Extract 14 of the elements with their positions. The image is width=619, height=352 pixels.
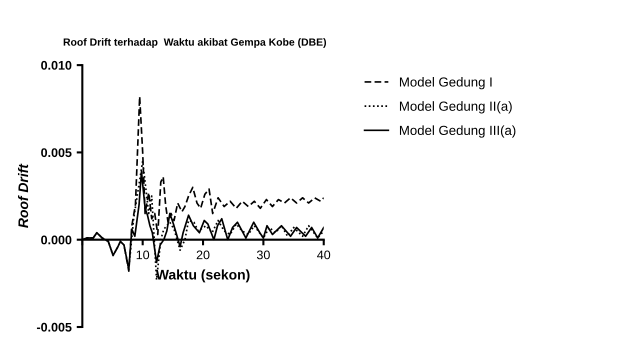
y-tick-label: 0.010	[41, 60, 72, 70]
x-tick-label: 30	[256, 250, 270, 260]
x-tick-label: 40	[317, 250, 330, 260]
y-tick-label: 0.000	[41, 236, 72, 244]
x-axis-title: Waktu (sekon)	[156, 269, 250, 282]
y-axis-title: Roof Drift	[18, 164, 28, 228]
legend-label: Model Gedung II(a)	[400, 101, 512, 114]
chart-title: Roof Drift terhadap Waktu akibat Gempa Kobe (DBE)	[64, 38, 326, 48]
x-tick-label: 10	[136, 250, 150, 260]
y-tick-label: -0.005	[36, 322, 72, 332]
y-tick-label: 0.005	[41, 148, 72, 158]
legend-label: Model Gedung III(a)	[400, 125, 516, 138]
x-tick-label: 20	[196, 250, 210, 260]
legend-label: Model Gedung I	[400, 76, 492, 90]
